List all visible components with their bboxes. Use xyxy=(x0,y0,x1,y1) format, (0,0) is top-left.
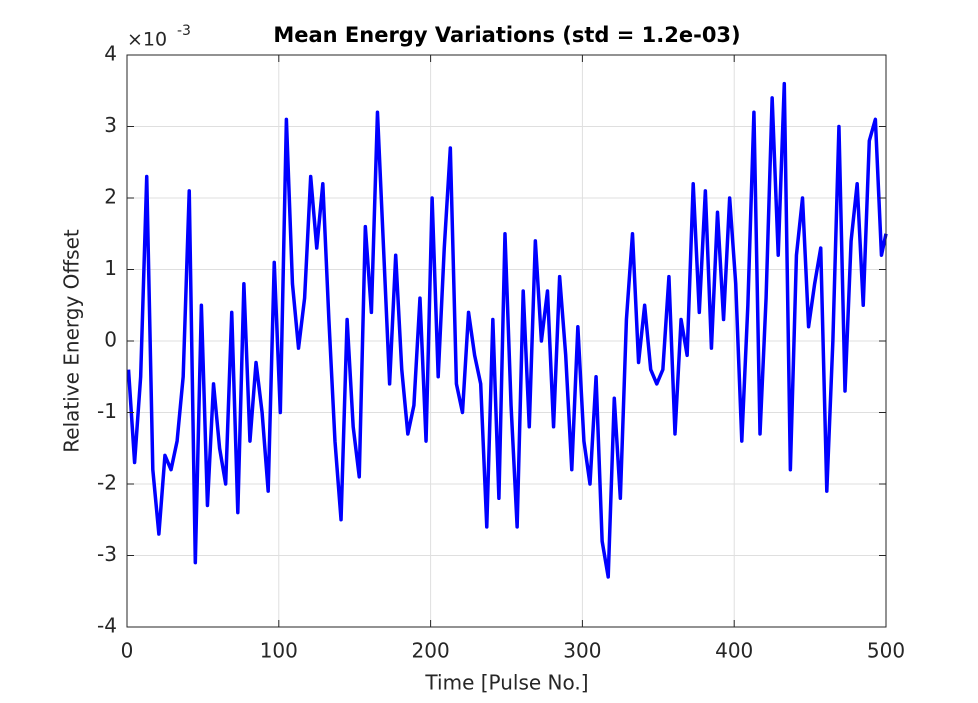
x-tick-label: 500 xyxy=(867,639,905,663)
y-tick-label: 4 xyxy=(104,42,117,66)
y-tick-label: 0 xyxy=(104,328,117,352)
x-tick-label: 300 xyxy=(563,639,601,663)
x-axis-label: Time [Pulse No.] xyxy=(424,671,588,695)
x-tick-label: 200 xyxy=(412,639,450,663)
y-tick-label: 2 xyxy=(104,185,117,209)
ticks: -4 -3 -2 -1 0 1 2 3 4 0 100 200 300 400 500 xyxy=(97,42,905,663)
y-tick-label: -2 xyxy=(97,471,117,495)
x-tick-label: 400 xyxy=(715,639,753,663)
y-exponent: -3 xyxy=(177,23,191,39)
chart-title: Mean Energy Variations (std = 1.2e-03) xyxy=(273,23,740,47)
y-multiplier: ×10 xyxy=(127,29,167,51)
y-tick-label: -1 xyxy=(97,399,117,423)
y-axis-label: Relative Energy Offset xyxy=(60,229,84,453)
x-tick-label: 0 xyxy=(121,639,134,663)
y-tick-label: 3 xyxy=(104,113,117,137)
y-tick-label: -3 xyxy=(97,542,117,566)
series-line xyxy=(126,81,888,579)
y-tick-label: 1 xyxy=(104,256,117,280)
x-tick-label: 100 xyxy=(260,639,298,663)
y-tick-label: -4 xyxy=(97,614,117,638)
series xyxy=(126,81,888,579)
